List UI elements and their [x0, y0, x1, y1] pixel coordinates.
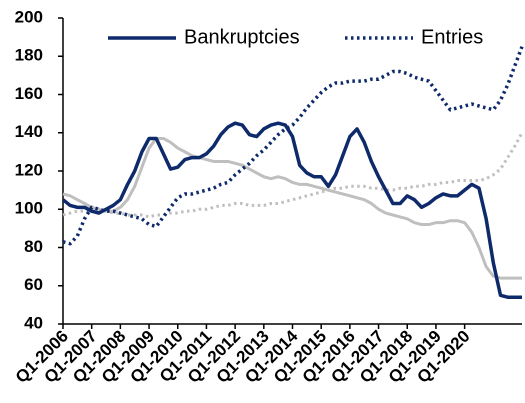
y-tick-label: 140	[15, 122, 43, 141]
legend-label: Bankruptcies	[184, 26, 300, 48]
y-tick-label: 100	[15, 199, 43, 218]
legend-label: Entries	[421, 26, 483, 48]
series-line	[61, 121, 522, 299]
y-tick-label: 120	[15, 160, 43, 179]
y-tick-label: 200	[15, 7, 43, 26]
series-line	[62, 46, 524, 246]
y-tick-label: 40	[24, 313, 43, 332]
y-tick-label: 60	[24, 275, 43, 294]
series-line	[62, 136, 522, 280]
y-tick-label: 80	[24, 237, 43, 256]
y-tick-label: 180	[15, 46, 43, 65]
y-tick-label: 160	[15, 84, 43, 103]
